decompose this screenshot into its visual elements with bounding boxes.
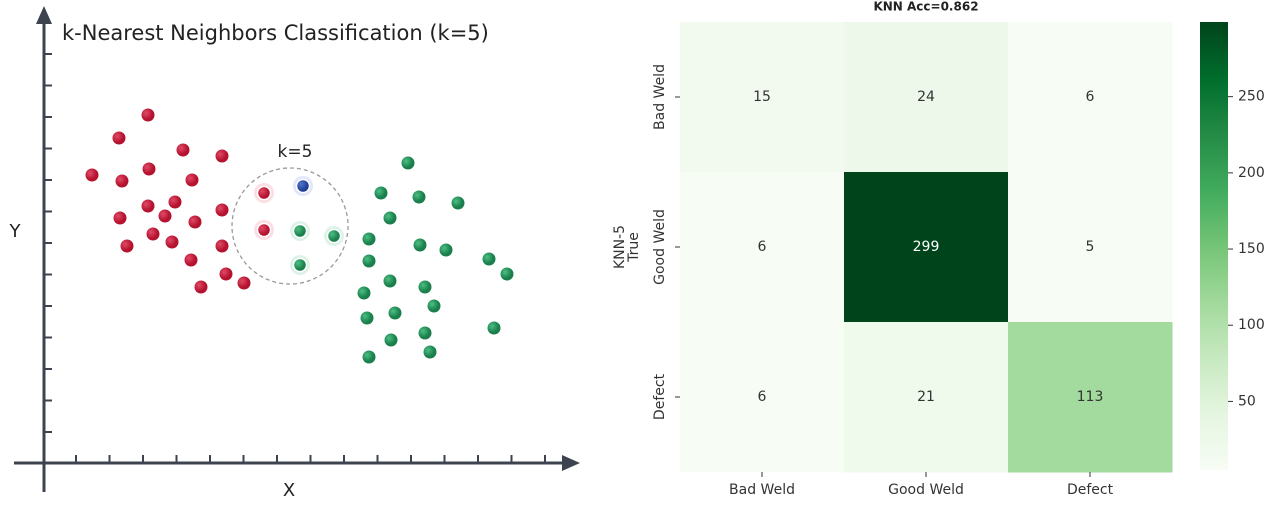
class-b-point	[362, 254, 376, 268]
cell-label: 21	[917, 389, 935, 405]
y-tick-label: Good Weld	[652, 209, 668, 285]
class-a-point	[115, 174, 129, 188]
neighbor-b-point	[292, 223, 308, 239]
class-b-point	[360, 311, 374, 325]
class-b-point	[500, 267, 514, 281]
colorbar-tick-label: 50	[1238, 393, 1256, 409]
neighbor-a-point	[256, 222, 272, 238]
class-b-point	[418, 326, 432, 340]
class-a-point	[120, 239, 134, 253]
x-tick-label: Bad Weld	[729, 482, 795, 498]
heatmap-cell	[1008, 322, 1173, 473]
class-b-point	[451, 196, 465, 210]
cell-label: 113	[1077, 389, 1104, 405]
class-a-point	[112, 131, 126, 145]
class-a-point	[168, 195, 182, 209]
neighbor-b-point	[326, 228, 342, 244]
y-label: Y	[9, 221, 22, 242]
colorbar-tick-label: 100	[1238, 317, 1265, 333]
query-point	[295, 178, 311, 194]
heatmap-cell	[1008, 22, 1173, 173]
class-a-point	[215, 203, 229, 217]
heatmap-cell	[680, 22, 845, 173]
x-label: X	[283, 480, 295, 501]
colorbar-tick-label: 250	[1238, 89, 1265, 105]
x-tick-label: Defect	[1067, 482, 1114, 498]
colorbar-tick-label: 200	[1238, 165, 1265, 181]
neighbor-a-point	[256, 185, 272, 201]
class-a-point	[146, 227, 160, 241]
cell-label: 6	[758, 239, 767, 255]
heatmap-cell	[1008, 172, 1173, 323]
class-b-point	[401, 156, 415, 170]
y-arrow	[36, 6, 52, 24]
class-a-point	[113, 211, 127, 225]
class-b-point	[357, 286, 371, 300]
class-b-point	[418, 280, 432, 294]
k-radius	[231, 167, 349, 285]
class-b-point	[383, 274, 397, 288]
class-a-point	[141, 199, 155, 213]
y-tick-label: Defect	[652, 373, 668, 420]
class-b-point	[362, 232, 376, 246]
class-a-point	[85, 168, 99, 182]
class-a-point	[176, 143, 190, 157]
class-b-point	[439, 243, 453, 257]
cell-label: 6	[1086, 89, 1095, 105]
cell-label: 24	[917, 89, 935, 105]
colorbar-tick-label: 150	[1238, 241, 1265, 257]
class-a-point	[194, 280, 208, 294]
class-b-point	[388, 306, 402, 320]
class-b-point	[384, 333, 398, 347]
knn-diagram: k-Nearest Neighbors Classification (k=5)…	[9, 6, 580, 501]
class-a-point	[188, 215, 202, 229]
cell-label: 6	[758, 389, 767, 405]
class-b-point	[362, 350, 376, 364]
cell-label: 5	[1086, 239, 1095, 255]
class-a-point	[237, 276, 251, 290]
neighbor-b-point	[292, 257, 308, 273]
class-a-point	[185, 173, 199, 187]
class-a-point	[215, 239, 229, 253]
class-a-point	[165, 235, 179, 249]
class-b-point	[413, 238, 427, 252]
diagram-title: k-Nearest Neighbors Classification (k=5)	[62, 21, 489, 45]
class-b-point	[427, 299, 441, 313]
class-a-point	[184, 253, 198, 267]
chart-title: KNN Acc=0.862	[873, 0, 978, 14]
x-tick-label: Good Weld	[888, 482, 964, 498]
class-a-point	[158, 209, 172, 223]
x-arrow	[562, 455, 580, 471]
class-b-point	[482, 252, 496, 266]
heatmap-cell	[844, 22, 1009, 173]
class-b-point	[374, 186, 388, 200]
class-b-point	[412, 190, 426, 204]
class-a-point	[142, 162, 156, 176]
heatmap-cell	[680, 172, 845, 323]
heatmap-cell	[680, 322, 845, 473]
cell-label: 299	[913, 239, 940, 255]
cell-label: 15	[753, 89, 771, 105]
y-axis-label: KNN-5	[612, 225, 628, 269]
class-a-point	[219, 267, 233, 281]
class-a-point	[215, 149, 229, 163]
class-a-point	[141, 108, 155, 122]
class-b-point	[383, 211, 397, 225]
heatmap-cell	[844, 322, 1009, 473]
k-label: k=5	[278, 142, 313, 162]
colorbar	[1200, 22, 1228, 470]
y-tick-label: Bad Weld	[652, 64, 668, 130]
y-axis-label: True	[626, 232, 642, 263]
heatmap-cell	[844, 172, 1009, 323]
class-b-point	[487, 321, 501, 335]
class-b-point	[423, 345, 437, 359]
